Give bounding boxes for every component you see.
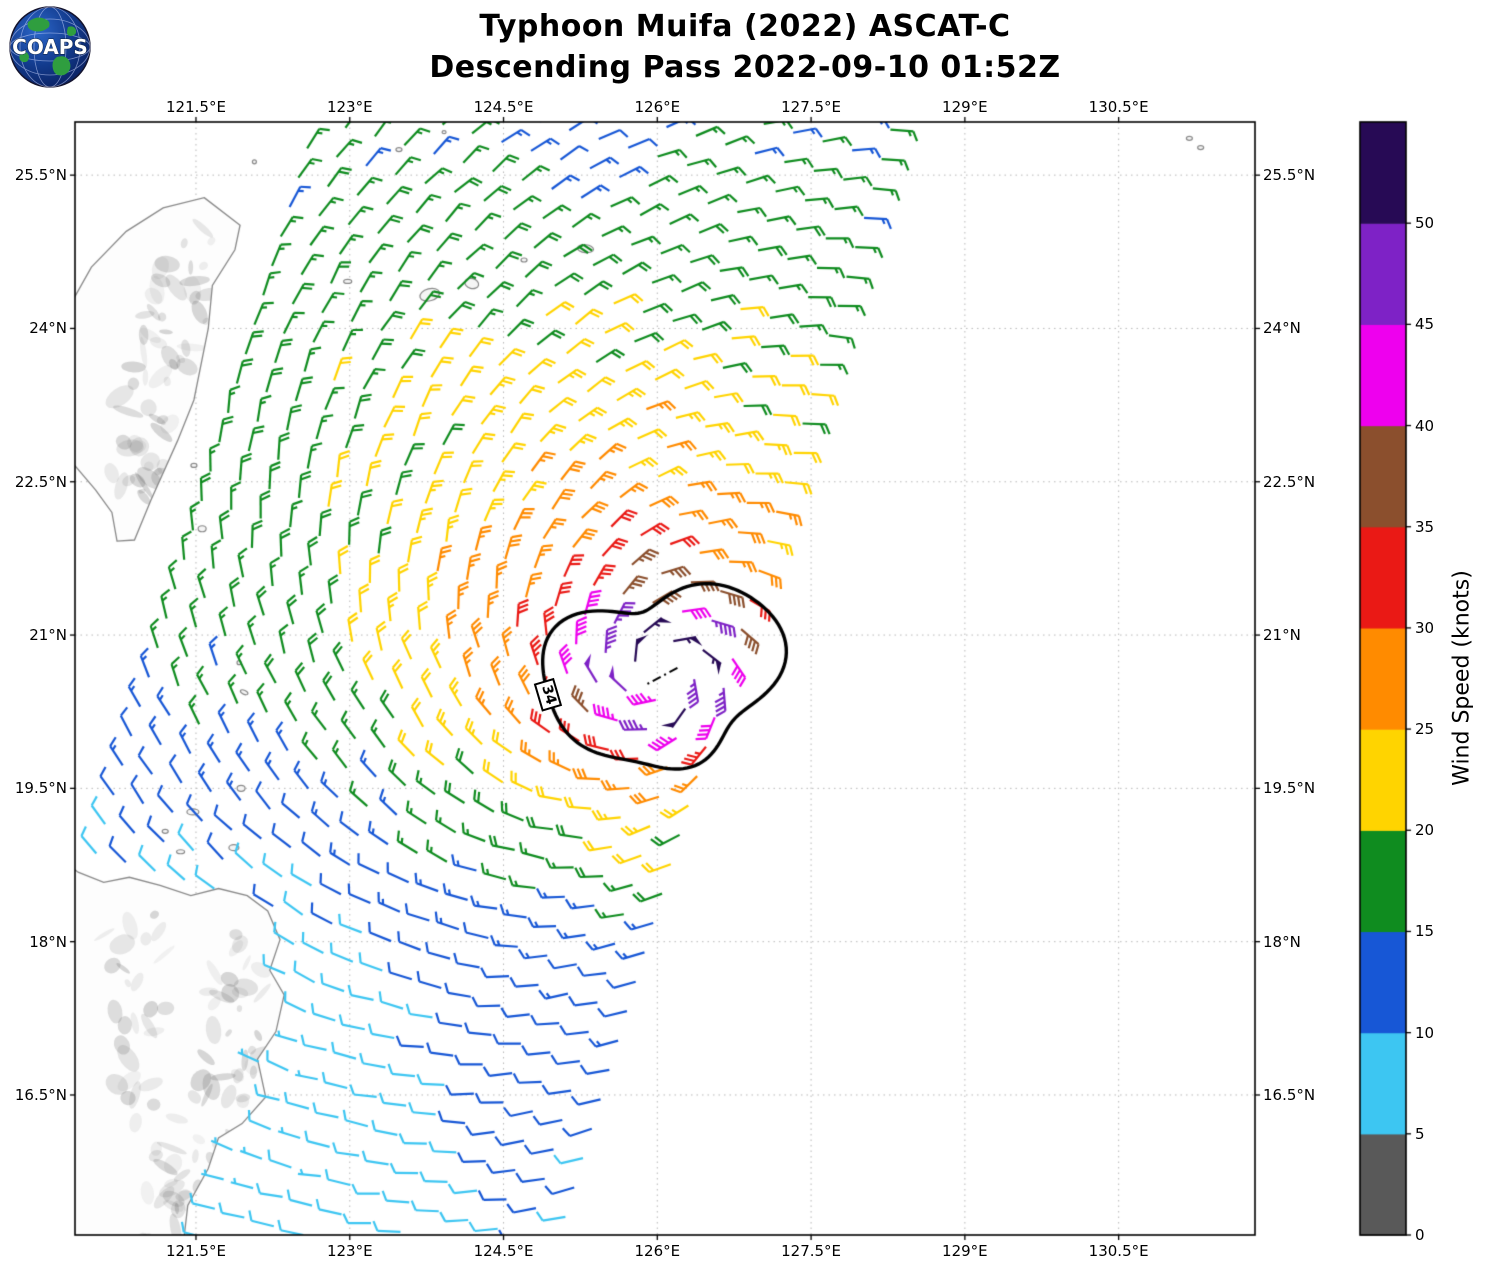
- x-tick-bottom-4: 127.5°E: [781, 1242, 842, 1260]
- x-tick-bottom-6: 130.5°E: [1088, 1242, 1149, 1260]
- x-tick-top-6: 130.5°E: [1088, 98, 1149, 116]
- y-tick-right-5: 18°N: [1263, 932, 1301, 951]
- x-tick-bottom-3: 126°E: [634, 1242, 681, 1260]
- y-tick-right-3: 21°N: [1263, 626, 1301, 645]
- cbar-tick-6: 30: [1415, 618, 1435, 637]
- x-tick-bottom-2: 124.5°E: [473, 1242, 534, 1260]
- x-tick-bottom-5: 129°E: [942, 1242, 988, 1260]
- cbar-tick-10: 50: [1415, 214, 1435, 233]
- x-tick-top-4: 127.5°E: [781, 98, 842, 116]
- x-tick-bottom-1: 123°E: [326, 1242, 373, 1260]
- x-tick-top-5: 129°E: [942, 98, 988, 116]
- cbar-tick-4: 20: [1415, 821, 1435, 840]
- y-tick-right-2: 22.5°N: [1263, 472, 1316, 491]
- cbar-tick-1: 5: [1415, 1124, 1425, 1143]
- y-tick-right-0: 25.5°N: [1263, 166, 1316, 185]
- cbar-tick-2: 10: [1415, 1023, 1435, 1042]
- y-tick-left-6: 16.5°N: [14, 1085, 67, 1104]
- cbar-tick-3: 15: [1415, 922, 1435, 941]
- y-tick-right-6: 16.5°N: [1263, 1085, 1316, 1104]
- coaps-logo-text: COAPS: [12, 35, 88, 59]
- y-tick-right-4: 19.5°N: [1263, 779, 1316, 798]
- cbar-tick-8: 40: [1415, 416, 1435, 435]
- colorbar-axis-label: Wind Speed (knots): [1449, 570, 1475, 786]
- y-tick-left-3: 21°N: [29, 626, 67, 645]
- cbar-tick-7: 35: [1415, 517, 1435, 536]
- x-tick-top-0: 121.5°E: [166, 98, 226, 116]
- x-tick-top-1: 123°E: [326, 98, 373, 116]
- x-tick-bottom-0: 121.5°E: [166, 1242, 226, 1260]
- y-tick-left-2: 22.5°N: [14, 472, 67, 491]
- y-tick-left-4: 19.5°N: [14, 779, 67, 798]
- y-tick-left-5: 18°N: [29, 932, 67, 951]
- coaps-globe-icon: [9, 6, 91, 88]
- chart-title-line2: Descending Pass 2022-09-10 01:52Z: [429, 50, 1061, 85]
- chart-title-line1: Typhoon Muifa (2022) ASCAT-C: [479, 9, 1011, 44]
- cbar-tick-0: 0: [1415, 1226, 1425, 1244]
- coaps-logo: COAPS: [9, 6, 91, 88]
- cbar-tick-5: 25: [1415, 720, 1435, 739]
- cbar-tick-9: 45: [1415, 315, 1435, 334]
- x-tick-top-3: 126°E: [634, 98, 681, 116]
- y-tick-right-1: 24°N: [1263, 319, 1301, 338]
- y-tick-left-1: 24°N: [29, 319, 67, 338]
- x-tick-top-2: 124.5°E: [473, 98, 534, 116]
- y-tick-left-0: 25.5°N: [14, 166, 67, 185]
